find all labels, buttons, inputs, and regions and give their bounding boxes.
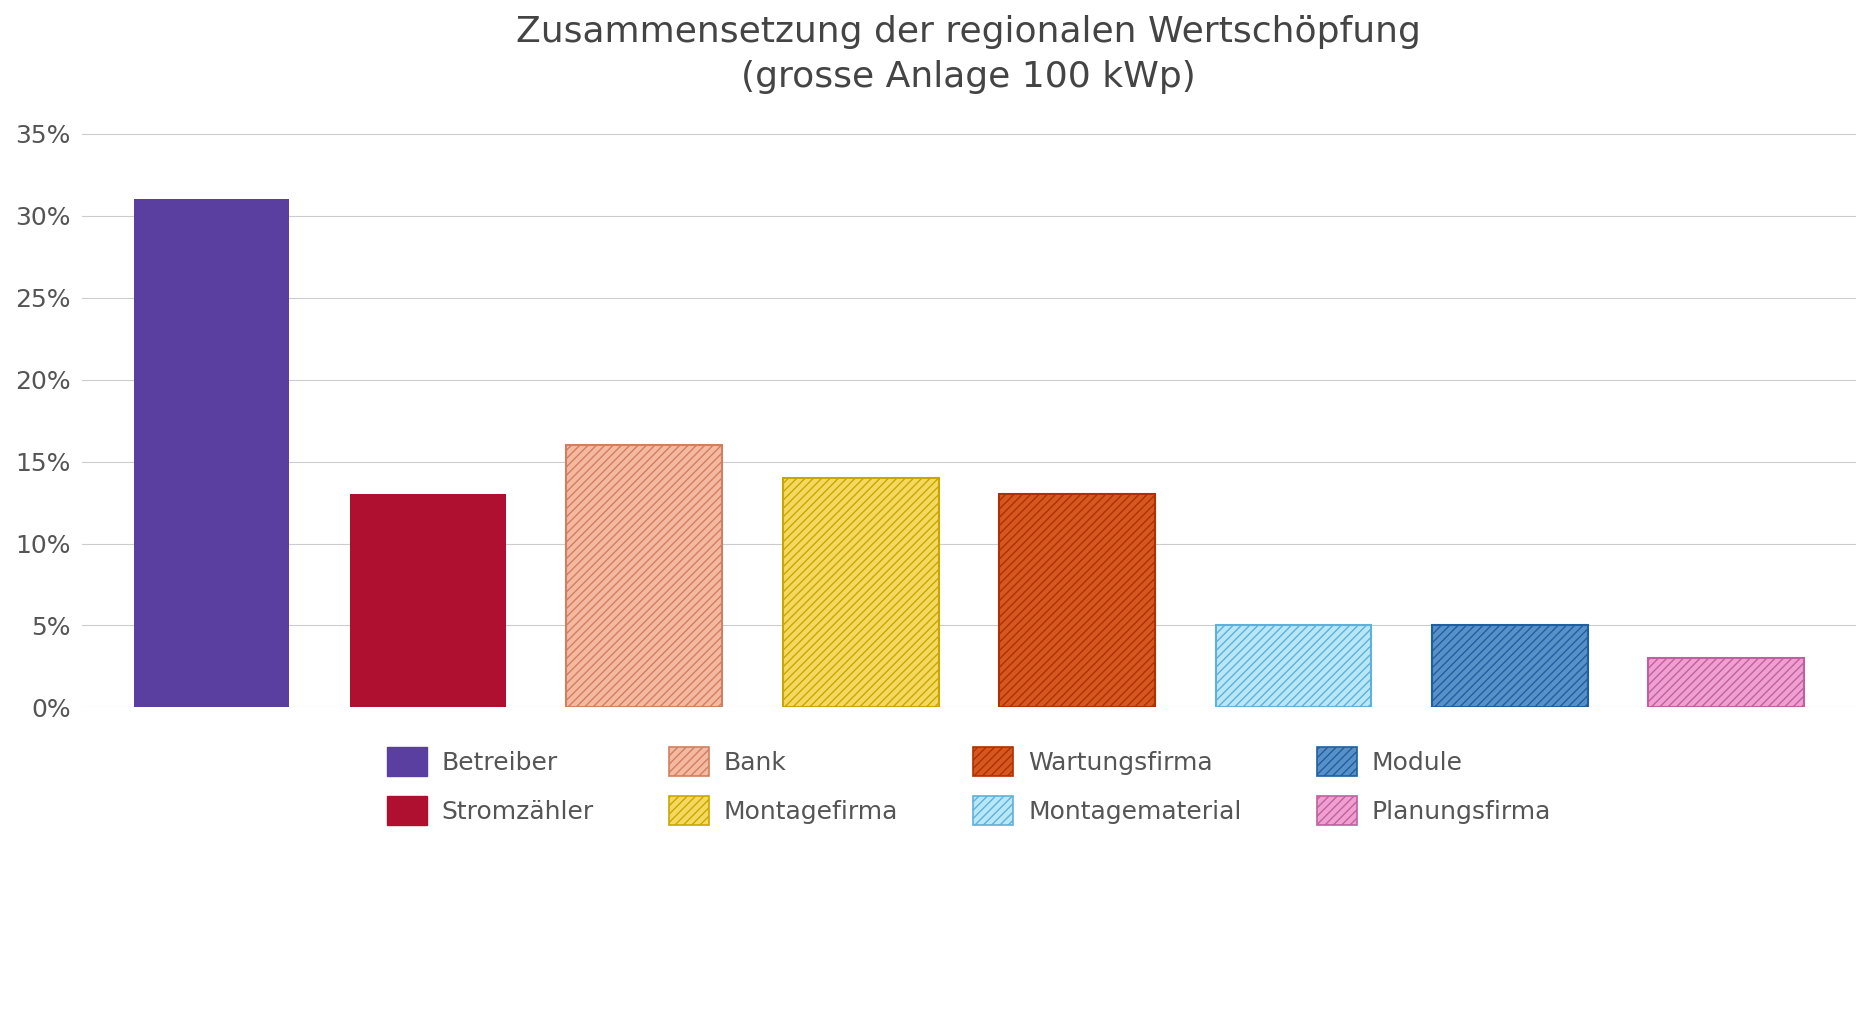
Bar (350, 494, 505, 707)
Bar (567, 445, 722, 707)
Bar (133, 199, 290, 707)
Bar (1431, 625, 1588, 707)
Legend: Betreiber, Stromzähler, Bank, Montagefirma, Wartungsfirma, Montagematerial, Modu: Betreiber, Stromzähler, Bank, Montagefir… (387, 747, 1551, 824)
Bar (999, 494, 1154, 707)
Bar (1216, 625, 1371, 707)
Bar (1648, 658, 1804, 707)
Bar (782, 478, 939, 707)
Title: Zusammensetzung der regionalen Wertschöpfung
(grosse Anlage 100 kWp): Zusammensetzung der regionalen Wertschöp… (516, 15, 1422, 94)
